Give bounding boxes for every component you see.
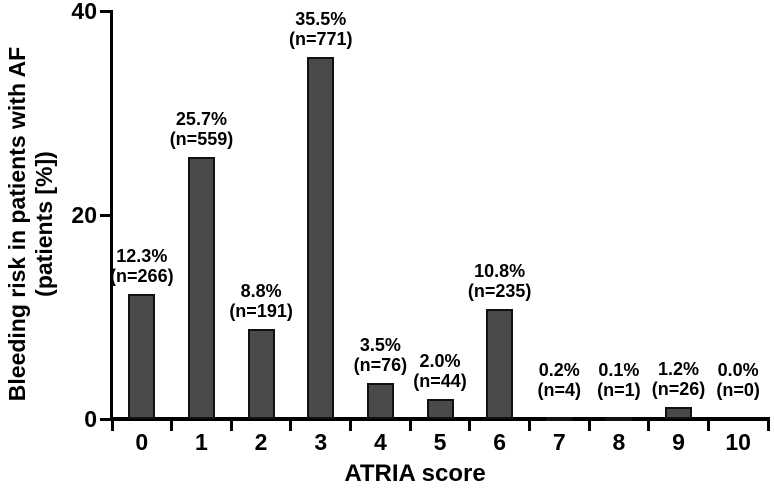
bar-value-label-6: 10.8% (n=235)	[445, 261, 555, 301]
bar-n-label: (n=191)	[229, 301, 293, 321]
x-tick-3	[289, 421, 293, 431]
bar-score-5	[426, 399, 454, 419]
x-category-label-8: 8	[612, 429, 626, 455]
bar-n-label: (n=44)	[413, 371, 467, 391]
bar-pct-label: 3.5%	[359, 335, 401, 355]
bar-score-8	[605, 417, 633, 421]
bar-value-label-7: 0.2% (n=4)	[504, 360, 614, 400]
bar-pct-label: 2.0%	[419, 351, 461, 371]
bar-value-label-9: 1.2% (n=26)	[624, 359, 734, 399]
bar-score-7	[545, 417, 573, 421]
bar-pct-label: 0.2%	[538, 360, 580, 380]
x-category-label-2: 2	[254, 429, 268, 455]
bar-n-label: (n=266)	[110, 266, 174, 286]
bar-value-label-10: 0.0% (n=0)	[683, 360, 774, 400]
x-tick-10	[706, 421, 710, 431]
x-tick-9	[647, 421, 651, 431]
bar-pct-label: 1.2%	[658, 359, 700, 379]
bar-score-1	[187, 157, 215, 419]
y-tick-0	[100, 417, 112, 421]
x-category-label-6: 6	[493, 429, 507, 455]
bar-n-label: (n=235)	[467, 281, 532, 301]
y-axis-title-line1: Bleeding risk in patients with AF	[4, 46, 30, 402]
x-tick-5	[408, 421, 412, 431]
bar-n-label: (n=559)	[169, 129, 234, 149]
bar-n-label: (n=26)	[651, 379, 706, 399]
x-category-label-4: 4	[373, 429, 387, 455]
bar-value-label-3: 35.5% (n=771)	[266, 9, 376, 49]
bar-pct-label: 12.3%	[116, 246, 168, 266]
bar-pct-label: 8.8%	[240, 281, 282, 301]
bar-n-label: (n=0)	[716, 380, 760, 400]
y-tick-40	[100, 9, 112, 13]
y-tick-label-0: 0	[84, 406, 97, 432]
x-category-label-0: 0	[135, 429, 149, 455]
x-tick-8	[587, 421, 591, 431]
bar-score-3	[307, 57, 335, 419]
x-category-label-9: 9	[672, 429, 685, 455]
bar-pct-label: 10.8%	[474, 261, 526, 281]
x-category-label-3: 3	[314, 429, 328, 455]
y-tick-label-20: 20	[71, 202, 97, 228]
bar-value-label-0: 12.3% (n=266)	[87, 246, 197, 286]
bar-pct-label: 0.0%	[717, 360, 759, 380]
x-tick-0	[110, 421, 114, 431]
bar-score-0	[128, 294, 156, 419]
x-tick-11	[766, 421, 770, 431]
bar-value-label-1: 25.7% (n=559)	[146, 109, 256, 149]
bar-value-label-4: 3.5% (n=76)	[325, 335, 435, 375]
x-category-label-7: 7	[552, 429, 566, 455]
x-category-label-10: 10	[725, 429, 751, 455]
bar-pct-label: 0.1%	[598, 360, 640, 380]
bar-pct-label: 35.5%	[295, 9, 347, 29]
bar-pct-label: 25.7%	[175, 109, 227, 129]
x-tick-1	[170, 421, 174, 431]
x-tick-4	[349, 421, 353, 431]
bar-value-label-5: 2.0% (n=44)	[385, 351, 495, 391]
bar-value-label-8: 0.1% (n=1)	[564, 360, 674, 400]
bar-n-label: (n=4)	[537, 380, 582, 400]
x-axis-line	[110, 417, 770, 421]
x-axis-title: ATRIA score	[344, 460, 486, 487]
x-tick-6	[468, 421, 472, 431]
bar-score-9	[665, 407, 693, 419]
bar-value-label-2: 8.8% (n=191)	[206, 281, 316, 321]
bar-n-label: (n=771)	[288, 29, 353, 49]
x-tick-2	[229, 421, 233, 431]
bar-score-2	[247, 329, 275, 419]
x-category-label-5: 5	[433, 429, 447, 455]
x-tick-7	[527, 421, 531, 431]
x-category-label-1: 1	[195, 429, 208, 455]
bar-n-label: (n=76)	[353, 355, 408, 375]
bar-score-4	[366, 383, 394, 419]
bar-n-label: (n=1)	[597, 380, 641, 400]
y-tick-20	[100, 213, 112, 217]
y-tick-label-40: 40	[71, 0, 97, 24]
bar-score-6	[486, 309, 514, 419]
